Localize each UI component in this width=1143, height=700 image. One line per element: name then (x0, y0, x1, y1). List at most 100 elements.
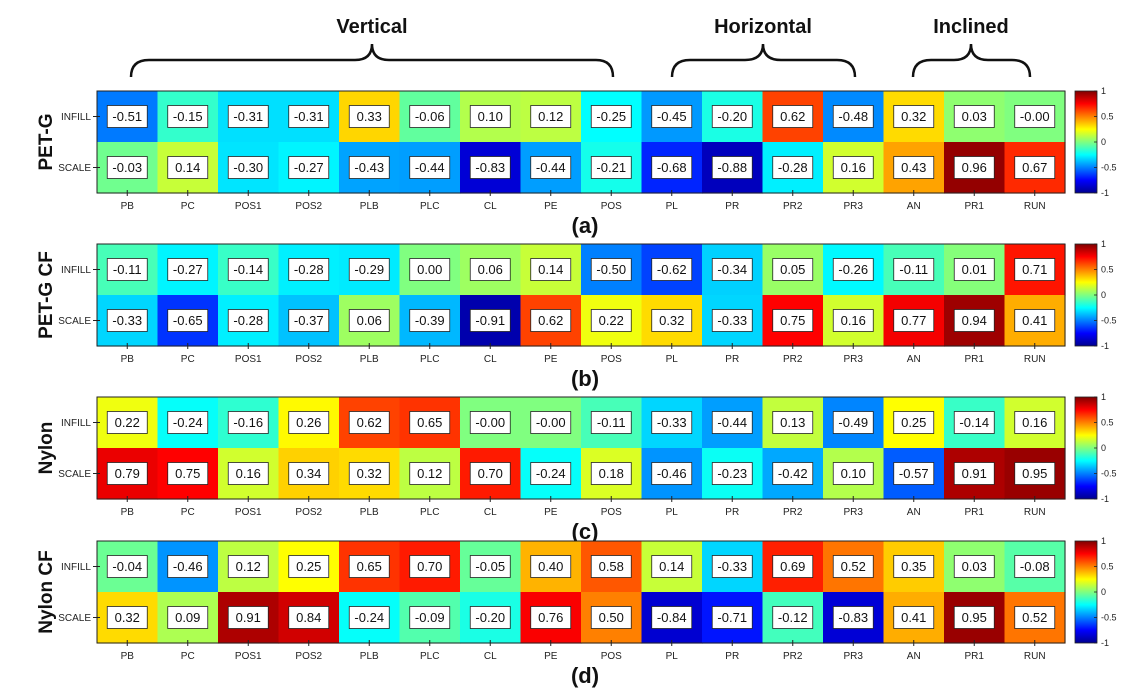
value-label-box (893, 462, 935, 485)
x-tick-label: POS2 (295, 354, 322, 365)
value-label: -0.14 (959, 415, 989, 430)
value-label: -0.27 (294, 160, 324, 175)
value-label-box (530, 462, 572, 485)
value-label: -0.24 (536, 466, 566, 481)
value-label: 0.91 (236, 610, 261, 625)
value-label-box (832, 309, 874, 332)
x-tick-label: PB (121, 651, 135, 662)
value-label-box (590, 606, 632, 629)
value-label-box (1014, 462, 1056, 485)
value-label-box (711, 309, 753, 332)
value-label: 0.00 (417, 262, 442, 277)
value-label-box (1014, 555, 1056, 578)
x-tick-label: CL (484, 201, 497, 212)
value-label: 0.71 (1022, 262, 1047, 277)
value-label: -0.00 (536, 415, 566, 430)
value-label-box (893, 309, 935, 332)
value-label: -0.28 (294, 262, 324, 277)
value-label: -0.50 (596, 262, 626, 277)
value-label: 0.70 (417, 559, 442, 574)
plot-frame (96, 243, 1066, 347)
value-label-box (953, 258, 995, 281)
value-label: 0.62 (538, 313, 563, 328)
x-tick-label: PR2 (783, 507, 803, 518)
colorbar-tick-label: -0.5 (1101, 613, 1117, 623)
value-label: -0.11 (597, 415, 626, 430)
x-tick-label: POS (601, 354, 622, 365)
x-tick-label: PR1 (965, 201, 985, 212)
y-tick-label: INFILL (61, 418, 91, 429)
value-label-box (530, 411, 572, 434)
group-label-horizontal: Horizontal (714, 16, 812, 38)
x-tick-label: CL (484, 651, 497, 662)
value-label-box (1014, 156, 1056, 179)
x-tick-label: POS1 (235, 201, 262, 212)
value-label-box (953, 309, 995, 332)
value-label-box (590, 411, 632, 434)
value-label-box (469, 555, 511, 578)
value-label-box (469, 156, 511, 179)
value-label: -0.45 (657, 109, 687, 124)
colorbar-tick-label: -0.5 (1101, 316, 1117, 326)
value-label: 0.96 (962, 160, 987, 175)
material-label: Nylon (36, 422, 57, 475)
panel-label: (c) (572, 519, 599, 544)
value-label-box (590, 555, 632, 578)
value-label-box (590, 309, 632, 332)
x-tick-label: PR (725, 354, 739, 365)
x-tick-label: PLC (420, 201, 439, 212)
x-tick-label: PR (725, 507, 739, 518)
colorbar-tick-label: 0 (1101, 587, 1106, 597)
value-label-box (106, 105, 148, 128)
colorbar-tick-label: 0.5 (1101, 112, 1114, 122)
value-label: 0.52 (841, 559, 866, 574)
y-tick-label: SCALE (58, 316, 91, 327)
x-tick-label: CL (484, 354, 497, 365)
value-label-box (651, 156, 693, 179)
value-label-box (409, 606, 451, 629)
x-tick-label: PLB (360, 507, 379, 518)
x-tick-label: POS (601, 651, 622, 662)
value-label: 0.32 (115, 610, 140, 625)
brace-inclined (911, 43, 1032, 78)
value-label-box (893, 555, 935, 578)
colorbar-tick-label: 0 (1101, 290, 1106, 300)
value-label: -0.83 (475, 160, 505, 175)
value-label-box (469, 606, 511, 629)
value-label: -0.00 (475, 415, 505, 430)
value-label-box (227, 462, 269, 485)
value-label-box (590, 462, 632, 485)
colorbar-tick-label: -1 (1101, 638, 1109, 648)
x-tick-label: PR2 (783, 651, 803, 662)
value-label: -0.15 (173, 109, 203, 124)
value-label-box (772, 309, 814, 332)
value-label-box (651, 411, 693, 434)
value-label-box (167, 411, 209, 434)
value-label: 0.14 (175, 160, 200, 175)
value-label: -0.84 (657, 610, 687, 625)
value-label: 0.75 (780, 313, 805, 328)
value-label-box (409, 156, 451, 179)
x-tick-label: PE (544, 354, 558, 365)
value-label-box (772, 606, 814, 629)
value-label: 0.16 (841, 313, 866, 328)
value-label-box (1014, 606, 1056, 629)
value-label-box (469, 309, 511, 332)
x-tick-label: POS (601, 507, 622, 518)
value-label: -0.33 (657, 415, 687, 430)
group-headers: Vertical Horizontal Inclined (129, 16, 1032, 78)
value-label: -0.09 (415, 610, 445, 625)
value-label: 0.76 (538, 610, 563, 625)
value-label: 0.01 (962, 262, 987, 277)
x-tick-label: PC (181, 651, 195, 662)
x-tick-label: POS (601, 201, 622, 212)
value-label-box (711, 258, 753, 281)
value-label-box (530, 606, 572, 629)
value-label-box (590, 258, 632, 281)
value-label-box (893, 411, 935, 434)
value-label-box (711, 606, 753, 629)
value-label: -0.28 (778, 160, 808, 175)
value-label: -0.88 (717, 160, 747, 175)
value-label-box (711, 105, 753, 128)
colorbar-tick-label: -0.5 (1101, 469, 1117, 479)
